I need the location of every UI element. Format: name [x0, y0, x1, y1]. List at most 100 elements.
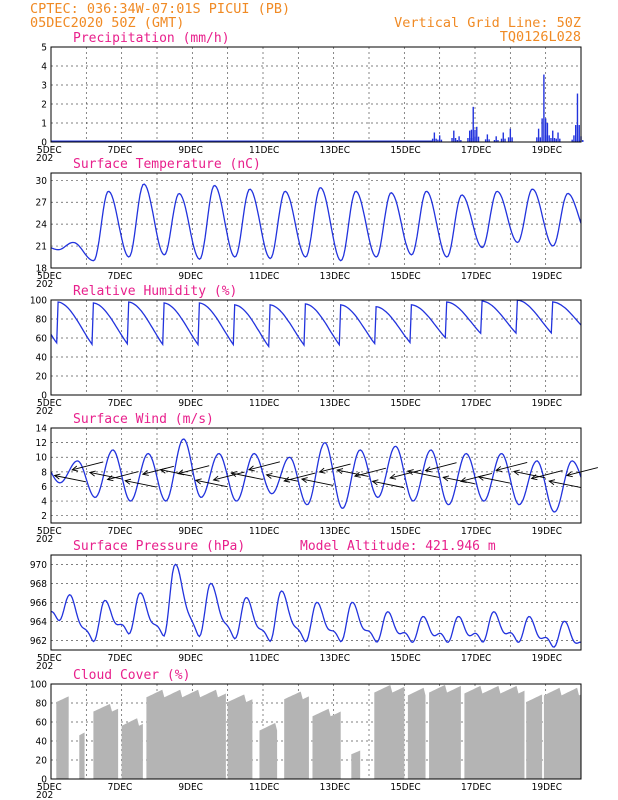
x-tick-label: 13DEC: [320, 271, 350, 282]
wind-arrow-head: [336, 468, 344, 475]
x-tick-label: 13DEC: [320, 653, 350, 664]
precip-bar: [578, 125, 580, 142]
precip-bar: [578, 140, 580, 142]
y-tick-label: 0: [41, 391, 47, 402]
wind-arrow-shaft: [142, 465, 174, 475]
wind-arrow-shaft: [531, 470, 563, 479]
wind-arrow-head: [53, 473, 61, 480]
wind-arrow-head: [424, 466, 432, 473]
x-tick-label: 9DEC: [178, 526, 203, 537]
precip-bar: [543, 74, 545, 142]
wind-arrow-shaft: [319, 463, 351, 473]
x-tick-label: 17DEC: [461, 526, 491, 537]
x-year-label: 202: [36, 279, 53, 290]
x-tick-label: 17DEC: [461, 145, 491, 156]
x-tick-label: 15DEC: [390, 782, 420, 793]
wind-arrow-shaft: [390, 469, 422, 479]
cloud-area: [464, 685, 525, 779]
panel-frame: [50, 46, 582, 143]
precip-bar: [507, 137, 510, 142]
x-tick-label: 7DEC: [108, 526, 133, 537]
x-tick-label: 17DEC: [461, 398, 491, 409]
x-tick-label: 13DEC: [320, 398, 350, 409]
cloud-area: [429, 685, 461, 779]
panel-2: 0 20 40 60 80 100 Relative Humidity (%) 5DEC 7DE…: [30, 284, 582, 417]
x-year-label: 202: [36, 534, 53, 545]
cloud-area: [93, 704, 119, 779]
precip-bar: [477, 136, 480, 142]
wind-arrow-shaft: [107, 471, 139, 480]
y-tick-label: 4: [41, 497, 47, 508]
series-line: [50, 438, 582, 513]
wind-arrow-head: [548, 479, 556, 486]
x-tick-label: 7DEC: [108, 398, 133, 409]
wind-arrow-shaft: [301, 478, 334, 486]
wind-arrow-head: [230, 471, 238, 478]
wind-arrow-shaft: [125, 480, 157, 488]
wind-arrow-shaft: [178, 465, 210, 475]
series-line: [50, 299, 582, 349]
precip-bar: [582, 140, 584, 142]
x-tick-label: 9DEC: [178, 271, 203, 282]
x-tick-label: 17DEC: [461, 782, 491, 793]
precip-bar: [559, 138, 561, 142]
header: CPTEC: 036:34W-07:01S PICUI (PB) 05DEC20…: [30, 1, 581, 45]
wind-arrow-shaft: [478, 476, 510, 484]
panel-title: Surface Temperature (nC): [73, 157, 261, 172]
panel-1: 18 21 24 27 30 Surface Temperature (nC) 5DEC 7D…: [36, 157, 582, 290]
x-tick-label: 5DEC: [37, 653, 62, 664]
cloud-area: [56, 696, 69, 779]
panel-0: 0 1 2 3 4 5 Precipitation (mm/h) 5DEC 7DEC 9DEC 11…: [36, 31, 584, 164]
y-tick-label: 1: [41, 119, 47, 130]
y-tick-label: 60: [36, 334, 48, 345]
wind-arrow-head: [477, 474, 485, 481]
cloud-area: [351, 750, 361, 779]
precip-bar: [571, 139, 573, 142]
x-tick-label: 9DEC: [178, 145, 203, 156]
x-tick-label: 11DEC: [249, 271, 279, 282]
precip-bar: [476, 126, 478, 142]
wind-arrow-shaft: [549, 480, 581, 488]
wind-arrow-head: [141, 470, 149, 476]
precip-bar: [488, 139, 490, 142]
x-tick-label: 11DEC: [249, 526, 279, 537]
vertical-grid-note: Vertical Grid Line: 50Z: [394, 15, 581, 31]
precip-bar: [472, 106, 474, 142]
wind-arrow-head: [106, 475, 114, 482]
panel-4: 962 964 966 968 970 Surface Pressure (hPa) Mod…: [30, 539, 582, 672]
y-tick-label: 20: [36, 756, 48, 767]
x-tick-label: 19DEC: [532, 145, 562, 156]
x-tick-label: 5DEC: [37, 526, 62, 537]
y-tick-label: 21: [36, 242, 47, 253]
y-tick-label: 0: [41, 775, 47, 786]
wind-arrow-head: [318, 467, 326, 474]
x-tick-label: 19DEC: [532, 782, 562, 793]
series-line: [50, 563, 582, 648]
model-id: TQ0126L028: [500, 29, 581, 45]
y-tick-label: 18: [36, 264, 48, 275]
y-tick-label: 27: [36, 198, 47, 209]
precip-bar: [493, 140, 496, 142]
x-tick-label: 7DEC: [108, 782, 133, 793]
y-tick-label: 12: [36, 438, 47, 449]
x-tick-label: 19DEC: [532, 526, 562, 537]
x-tick-label: 15DEC: [390, 653, 420, 664]
precip-bar: [454, 138, 457, 142]
x-tick-label: 19DEC: [532, 398, 562, 409]
y-tick-label: 0: [41, 138, 47, 149]
precip-bar: [467, 138, 469, 142]
precip-bar: [509, 128, 512, 142]
x-tick-label: 5DEC: [37, 271, 62, 282]
y-tick-label: 40: [36, 353, 48, 364]
precip-bar: [453, 130, 455, 142]
y-tick-label: 80: [36, 315, 48, 326]
cloud-area: [79, 732, 85, 779]
cloud-area: [259, 723, 278, 779]
y-tick-label: 3: [41, 81, 47, 92]
precip-bar: [536, 137, 538, 142]
panel-3: 2 4 6 8 10 12 14 Surface Wind (m/s) 5DEC 7DEC 9DEC…: [36, 412, 598, 545]
y-tick-label: 5: [41, 43, 47, 54]
x-tick-label: 11DEC: [249, 653, 279, 664]
x-tick-label: 7DEC: [108, 271, 133, 282]
